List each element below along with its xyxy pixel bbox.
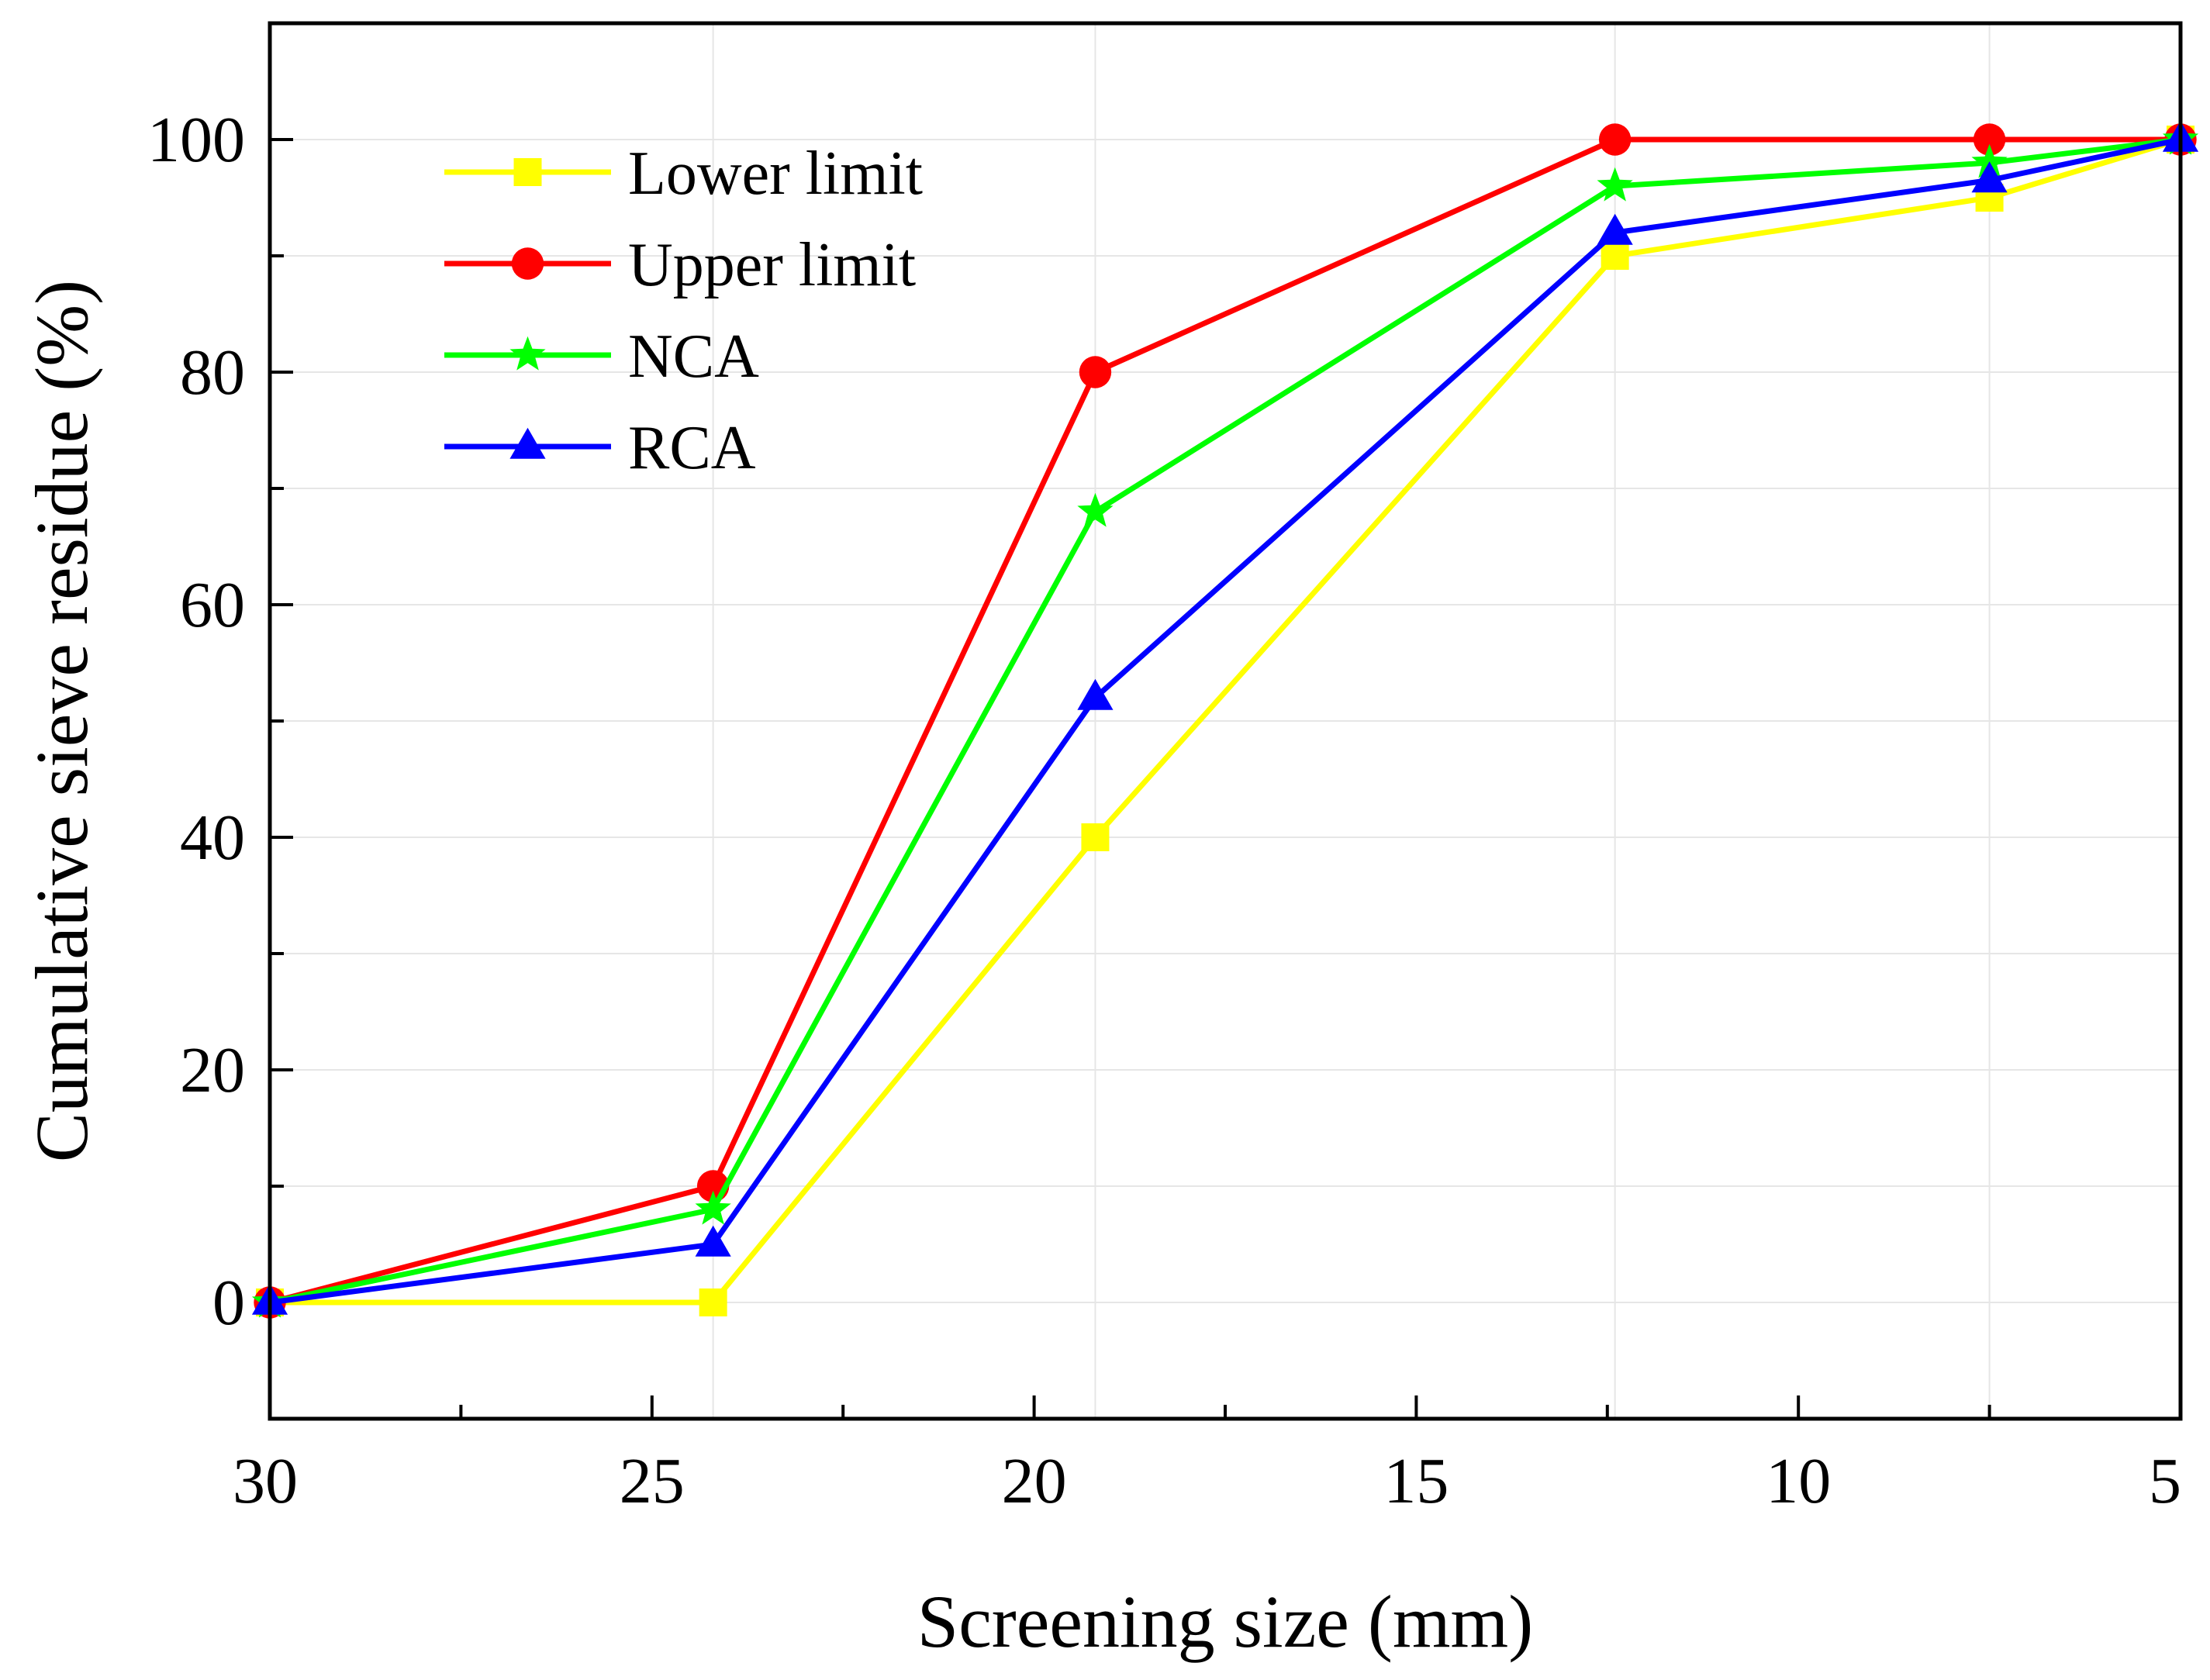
y-tick-label: 20 [180,1034,245,1106]
legend-item-nca: NCA [444,323,759,391]
legend: Lower limit Upper limit NCA RCA [444,140,923,482]
data-point-nca [695,1190,731,1225]
y-tick-label: 80 [180,336,245,409]
data-point-lower-limit [1601,242,1629,270]
legend-marker-upper-limit [511,247,544,280]
y-tick-label: 40 [180,802,245,874]
series-line-upper-limit [269,136,2181,1306]
series-line-rca [269,136,2181,1306]
legend-label-nca: NCA [628,323,759,391]
y-tick-label: 60 [180,569,245,641]
x-tick-label: 5 [2149,1445,2181,1517]
data-point-nca [1077,492,1114,527]
legend-item-lower-limit: Lower limit [444,140,923,208]
x-tick-label: 15 [1383,1445,1449,1517]
legend-label-lower-limit: Lower limit [628,140,923,208]
data-point-nca [1971,143,2008,178]
data-point-rca [1077,678,1114,710]
series-layer [251,120,2199,1319]
legend-item-rca: RCA [444,414,756,482]
data-point-rca [1597,213,1633,245]
legend-label-rca: RCA [628,414,756,482]
legend-marker-nca [509,336,546,371]
series-line-lower-limit [270,136,2182,1306]
data-point-lower-limit [1081,823,1110,851]
data-point-upper-limit [1079,356,1112,388]
legend-label-upper-limit: Upper limit [628,231,916,299]
x-tick-label: 25 [620,1445,685,1517]
y-tick-label: 0 [212,1267,245,1339]
legend-marker-rca [509,427,546,459]
y-axis-title: Cumulative sieve residue (%) [20,280,103,1162]
series-line-nca [269,136,2181,1306]
x-tick-label: 10 [1766,1445,1831,1517]
x-tick-label: 30 [233,1445,298,1517]
y-tick-label: 100 [147,104,245,176]
legend-marker-lower-limit [513,158,542,186]
data-point-nca [1597,167,1633,202]
tick-layer: 0 20 40 60 80 100 30 25 20 15 10 5 [147,104,2182,1517]
data-point-rca [695,1225,731,1257]
legend-item-upper-limit: Upper limit [444,231,916,299]
x-axis-title: Screening size (mm) [917,1580,1533,1663]
data-point-upper-limit [1973,123,2006,156]
data-point-upper-limit [1598,123,1632,156]
data-point-lower-limit [699,1288,727,1316]
data-point-rca [1971,161,2008,193]
x-tick-label: 20 [1002,1445,1067,1517]
